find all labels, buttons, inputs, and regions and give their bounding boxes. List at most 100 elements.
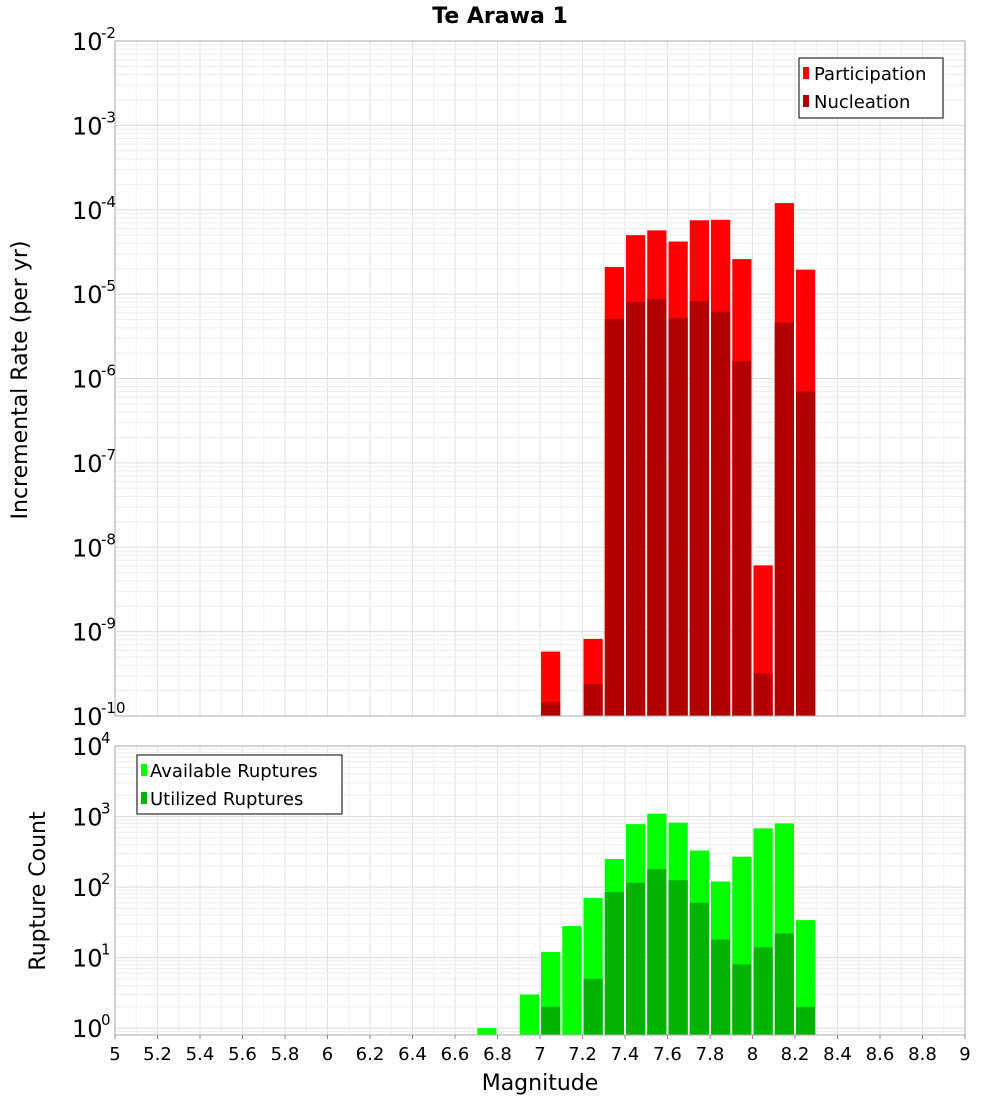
x-tick-label: 7.4 [611, 1044, 640, 1065]
bottom-bar-series-b [732, 964, 752, 1035]
chart-title: Te Arawa 1 [432, 4, 568, 29]
top-bar-series-b [647, 298, 667, 716]
legend-label-participation: Participation [814, 64, 926, 85]
x-tick-label: 6.4 [398, 1044, 427, 1065]
x-tick-label: 8.2 [781, 1044, 810, 1065]
top-ytick-base: 10 [72, 112, 103, 140]
x-axis-label: Magnitude [482, 1071, 599, 1096]
top-ytick-base: 10 [72, 619, 103, 647]
bottom-bar-series-b [541, 1006, 561, 1035]
top-bars [541, 203, 816, 717]
bottom-bar-series-a [477, 1028, 497, 1035]
top-ytick-base: 10 [72, 28, 103, 56]
x-tick-label: 7.6 [653, 1044, 682, 1065]
x-tick-label: 9 [959, 1044, 970, 1065]
x-tick-label: 8 [747, 1044, 758, 1065]
top-ytick-exp: -3 [101, 108, 116, 126]
top-grid [115, 41, 965, 717]
x-tick-label: 6.6 [441, 1044, 470, 1065]
bottom-grid [115, 746, 965, 1036]
bottom-bar-series-b [604, 892, 624, 1035]
top-bar-series-b [626, 301, 646, 716]
top-bar-series-a [541, 651, 561, 716]
x-tick-label: 5.6 [228, 1044, 257, 1065]
x-tick-label: 7 [534, 1044, 545, 1065]
top-bar-series-b [796, 391, 816, 716]
bottom-bar-series-b [689, 902, 709, 1035]
bottom-bar-series-b [753, 947, 773, 1035]
legend-swatch-participation [803, 67, 809, 79]
bottom-bar-series-a [519, 994, 539, 1035]
legend-label-utilized: Utilized Ruptures [150, 789, 303, 810]
bottom-bar-series-a [796, 920, 816, 1035]
top-ytick-base: 10 [72, 703, 103, 731]
top-ytick-exp: -10 [101, 699, 126, 717]
top-ytick-exp: -8 [101, 530, 116, 548]
x-tick-label: 7.8 [696, 1044, 725, 1065]
top-ytick-exp: -2 [101, 24, 116, 42]
x-tick-label: 6.2 [356, 1044, 385, 1065]
bottom-ytick-base: 10 [72, 945, 103, 973]
bottom-bar-series-b [796, 1006, 816, 1035]
legend-swatch-nucleation [803, 95, 809, 107]
top-bar-series-b [711, 311, 731, 716]
x-tick-label: 8.6 [866, 1044, 895, 1065]
top-ytick-base: 10 [72, 197, 103, 225]
x-tick-label: 5.4 [186, 1044, 215, 1065]
legend-swatch-utilized [141, 792, 147, 804]
bottom-bars [477, 813, 816, 1035]
top-legend-box [798, 57, 944, 119]
top-y-ticks: 10-210-310-410-510-610-710-810-910-10 [72, 24, 126, 731]
bottom-ytick-base: 10 [72, 804, 103, 832]
top-bar-series-b [753, 673, 773, 716]
top-bar-series-b [604, 318, 624, 716]
bottom-bar-series-a [562, 926, 582, 1035]
top-bar-series-b [541, 702, 561, 716]
bottom-bar-series-b [647, 869, 667, 1035]
top-bar-series-b [689, 301, 709, 716]
top-ytick-exp: -6 [101, 362, 116, 380]
bottom-y-axis-label: Rupture Count [26, 811, 51, 971]
bottom-ytick-exp: 2 [101, 870, 111, 888]
bottom-ytick-exp: 1 [101, 941, 111, 959]
top-bar-series-b [583, 683, 603, 716]
bottom-bar-series-b [774, 933, 794, 1035]
x-tick-label: 5.8 [271, 1044, 300, 1065]
bottom-bar-series-b [583, 978, 603, 1035]
top-panel: 10-210-310-410-510-610-710-810-910-10 In… [8, 24, 966, 731]
x-tick-label: 6.8 [483, 1044, 512, 1065]
bottom-ytick-base: 10 [72, 874, 103, 902]
top-ytick-base: 10 [72, 450, 103, 478]
bottom-legend: Available Ruptures Utilized Ruptures [136, 754, 343, 815]
x-tick-label: 8.4 [823, 1044, 852, 1065]
top-plot-border [114, 40, 966, 717]
top-bar-series-b [774, 322, 794, 716]
legend-swatch-available [141, 764, 147, 776]
x-ticks: 5 5.2 5.4 5.6 5.8 6 6.2 6.4 6.6 6.8 7 7.2 7.4 7.6 7.8 8… [109, 1035, 971, 1065]
top-ytick-exp: -4 [101, 193, 116, 211]
legend-label-nucleation: Nucleation [814, 92, 910, 113]
x-tick-label: 7.2 [568, 1044, 597, 1065]
bottom-ytick-exp: 3 [101, 800, 111, 818]
bottom-ytick-base: 10 [72, 1015, 103, 1043]
bottom-bar-series-b [668, 880, 688, 1035]
bottom-ytick-exp: 0 [101, 1011, 111, 1029]
bottom-ytick-exp: 4 [101, 729, 111, 747]
top-ytick-base: 10 [72, 281, 103, 309]
top-bar-series-b [732, 361, 752, 716]
top-bar-series-b [668, 318, 688, 716]
top-y-axis-label: Incremental Rate (per yr) [8, 241, 33, 520]
x-tick-label: 6 [322, 1044, 333, 1065]
bottom-bar-series-b [626, 882, 646, 1035]
x-tick-label: 5.2 [143, 1044, 172, 1065]
x-tick-label: 8.8 [908, 1044, 937, 1065]
legend-label-available: Available Ruptures [150, 761, 318, 782]
top-ytick-exp: -7 [101, 446, 116, 464]
bottom-bar-series-b [711, 939, 731, 1035]
top-ytick-base: 10 [72, 366, 103, 394]
top-legend: Participation Nucleation [798, 57, 944, 119]
top-ytick-exp: -9 [101, 615, 116, 633]
